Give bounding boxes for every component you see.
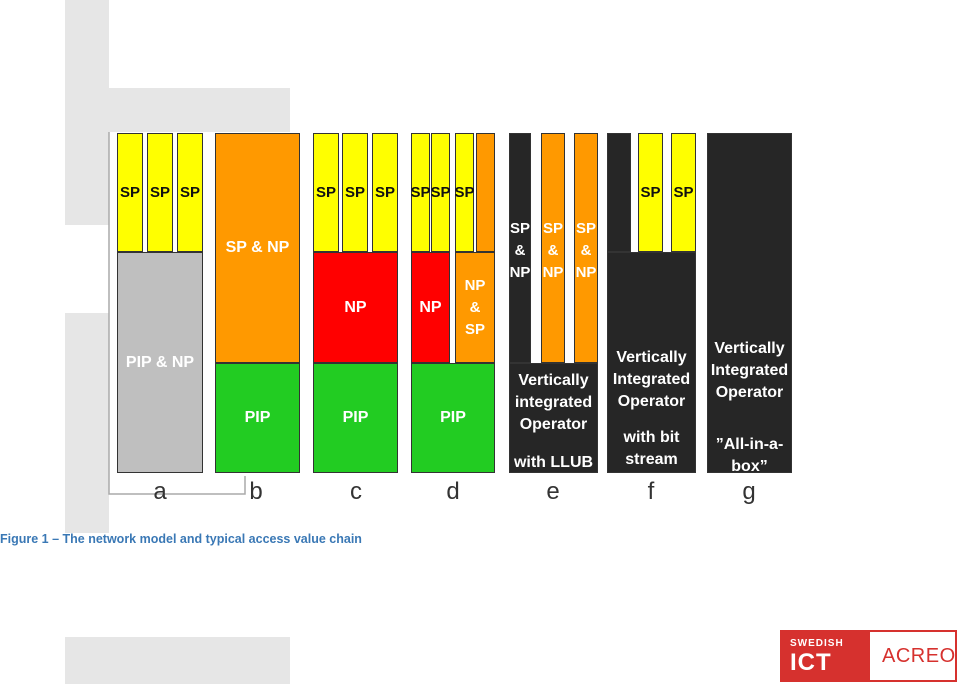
block-e-orange-sp-and-np-1: SP & NP [541, 133, 565, 363]
column-label-e: e [546, 478, 560, 505]
block-g-operator-label: Vertically Integrated Operator [710, 340, 789, 401]
logo-mid-text: ICT [790, 649, 832, 676]
background-bar-middle [65, 313, 109, 533]
block-g-all-in-a-box-label: ”All-in-a-box” [715, 436, 784, 475]
block-b-sp-and-np: SP & NP [215, 133, 300, 363]
block-e-with-llub-label: with LLUB [513, 454, 594, 471]
block-c-pip: PIP [313, 363, 398, 473]
column-label-b: b [249, 478, 263, 505]
block-c-np: NP [313, 252, 398, 363]
block-c-sp-2: SP [342, 133, 368, 252]
block-f-sp-1: SP [638, 133, 663, 252]
block-e-dark-sp-and-np: SP & NP [509, 133, 531, 363]
block-c-sp-1: SP [313, 133, 339, 252]
block-a-pip-np: PIP & NP [117, 252, 203, 473]
block-a-sp-2: SP [147, 133, 173, 252]
logo-red-panel: SWEDISH ICT [782, 632, 870, 680]
logo-right-text: ACREO [882, 645, 956, 667]
block-f-operator: Vertically Integrated Operator with bit … [607, 252, 696, 490]
block-e-operator: Vertically integrated Operator with LLUB [509, 363, 598, 473]
block-f-bit-stream-label: with bit stream access [623, 429, 680, 490]
block-e-operator-label: Vertically integrated Operator [514, 372, 593, 433]
block-f-dark-top [607, 133, 631, 252]
swedish-ict-acreo-logo: SWEDISH ICT ACREO [780, 630, 957, 682]
block-e-orange-sp-and-np-2: SP & NP [574, 133, 598, 363]
block-d-sp-3: SP [455, 133, 475, 252]
background-block-bottom [65, 637, 290, 684]
block-a-sp-3: SP [177, 133, 203, 252]
block-a-sp-1: SP [117, 133, 143, 252]
background-block-upper [109, 88, 290, 132]
block-f-sp-2: SP [671, 133, 696, 252]
column-label-a: a [153, 478, 167, 505]
block-d-np-and-sp: NP & SP [455, 252, 495, 363]
column-label-f: f [647, 478, 655, 505]
block-g-operator: Vertically Integrated Operator ”All-in-a… [707, 133, 792, 475]
column-label-g: g [742, 478, 756, 505]
column-label-c: c [350, 478, 362, 505]
block-d-sp-2: SP [431, 133, 451, 252]
block-b-pip: PIP [215, 363, 300, 473]
block-d-pip: PIP [411, 363, 495, 473]
logo-top-text: SWEDISH [790, 638, 844, 649]
background-bar-upper [65, 0, 109, 225]
block-c-sp-3: SP [372, 133, 398, 252]
block-d-sp-1: SP [411, 133, 431, 252]
block-d-orange-strip [476, 133, 495, 252]
block-d-np: NP [411, 252, 450, 363]
figure-caption: Figure 1 – The network model and typical… [0, 532, 362, 546]
column-label-d: d [446, 478, 460, 505]
block-f-operator-label: Vertically Integrated Operator [612, 349, 691, 410]
